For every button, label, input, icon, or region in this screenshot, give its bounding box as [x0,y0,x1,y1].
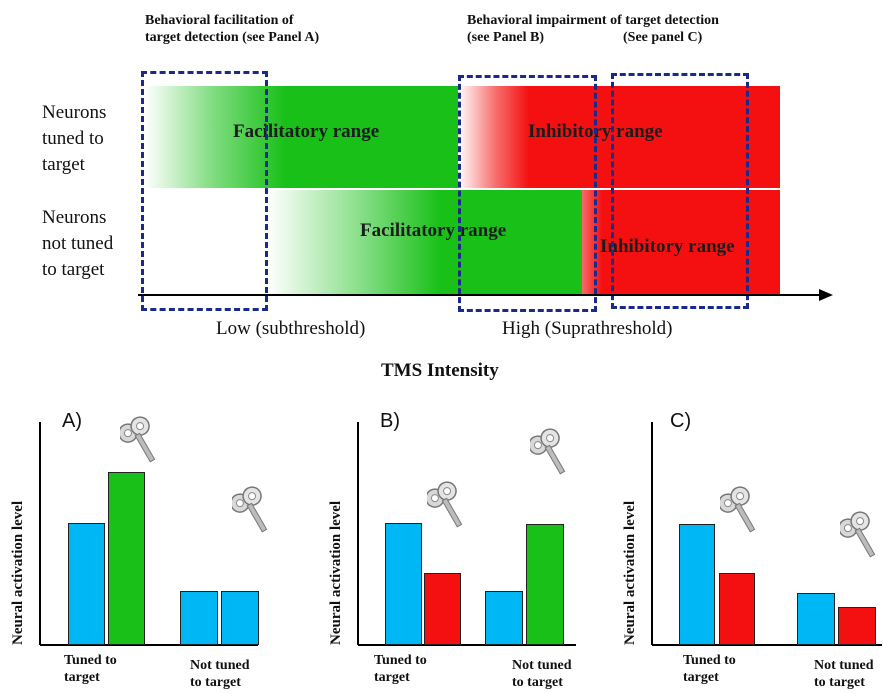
panel-b-bar-1 [385,523,422,645]
axis-title: TMS Intensity [381,360,499,381]
panel-a-bar-4 [221,591,259,645]
panel-b-bar-3 [485,591,523,645]
panel-b-tms-coil-icon-2 [530,428,566,475]
see-panel-b: (see Panel B) [467,30,544,45]
panel-b-region-box [458,75,597,312]
row-label-not-tuned-3: to target [42,259,105,280]
axis-high-label: High (Suprathreshold) [502,318,673,339]
tuned-facilitatory-label: Facilitatory range [233,121,380,142]
panel-b-label: B) [380,410,400,432]
facilitation-header-line2: target detection (see Panel A) [145,30,320,45]
panel-a-tms-coil-icon-2 [232,486,268,533]
row-label-not-tuned-1: Neurons [42,207,107,228]
panel-b-bar-4 [526,524,564,645]
panel-a-bar-1 [68,523,105,645]
panel-a-group-not-tuned: Not tuned to target [190,658,250,690]
panel-b: B) Neural activation level Tuned to target… [318,390,578,690]
panel-b-tms-coil-icon-1 [427,481,463,528]
row-label-tuned-2: tuned to [42,128,104,149]
panel-a-region-box [141,71,268,311]
panel-c-group-tuned: Tuned to target [683,653,736,685]
panel-c-bar-1 [679,524,715,645]
axis-low-label: Low (subthreshold) [216,318,366,339]
not-tuned-inhibitory-label: Inhibitory range [600,236,735,257]
panel-c-region-box [611,73,749,309]
panel-a-axes [39,422,258,646]
panel-c-bar-3 [797,593,835,645]
panel-a: A) Neural activation level Tuned to target… [0,390,268,690]
panel-c-label: C) [670,410,692,432]
row-label-tuned-1: Neurons [42,102,107,123]
tuned-facilitatory-band [145,86,458,188]
panel-b-group-tuned: Tuned to target [374,653,427,685]
panel-c-axes [651,422,882,646]
not-tuned-facilitatory-band [268,190,582,294]
panel-c-bar-2 [719,573,755,645]
row-label-tuned: Neurons tuned to target [42,100,106,178]
facilitation-header-line1: Behavioral facilitation of [145,13,294,28]
tms-axis-arrow [138,289,833,301]
row-label-not-tuned-2: not tuned [42,233,114,254]
panel-a-group-tuned: Tuned to target [64,653,117,685]
row-label-tuned-3: target [42,154,85,175]
panel-c-tms-coil-icon-1 [720,486,756,533]
impairment-header: Behavioral impairment of target detectio… [467,13,719,28]
panel-a-label: A) [62,410,82,432]
tuned-inhibitory-band [458,86,780,188]
panel-a-bar-2 [108,472,145,645]
panel-c-tms-coil-icon-2 [840,511,876,558]
see-panel-c: (See panel C) [623,30,703,45]
panel-a-bar-3 [180,591,218,645]
panel-a-tms-coil-icon-1 [120,416,156,463]
panel-c-group-not-tuned: Not tuned to target [814,658,874,690]
facilitation-header: Behavioral facilitation of target detect… [145,12,319,46]
not-tuned-facilitatory-label: Facilitatory range [360,220,507,241]
panel-b-bar-2 [424,573,461,645]
panel-c-bar-4 [838,607,876,645]
panel-b-group-not-tuned: Not tuned to target [512,658,572,690]
row-label-not-tuned: Neurons not tuned to target [42,205,113,283]
panel-c: C) Neural activation level Tuned to target… [622,390,884,690]
panel-b-axes [357,422,576,646]
